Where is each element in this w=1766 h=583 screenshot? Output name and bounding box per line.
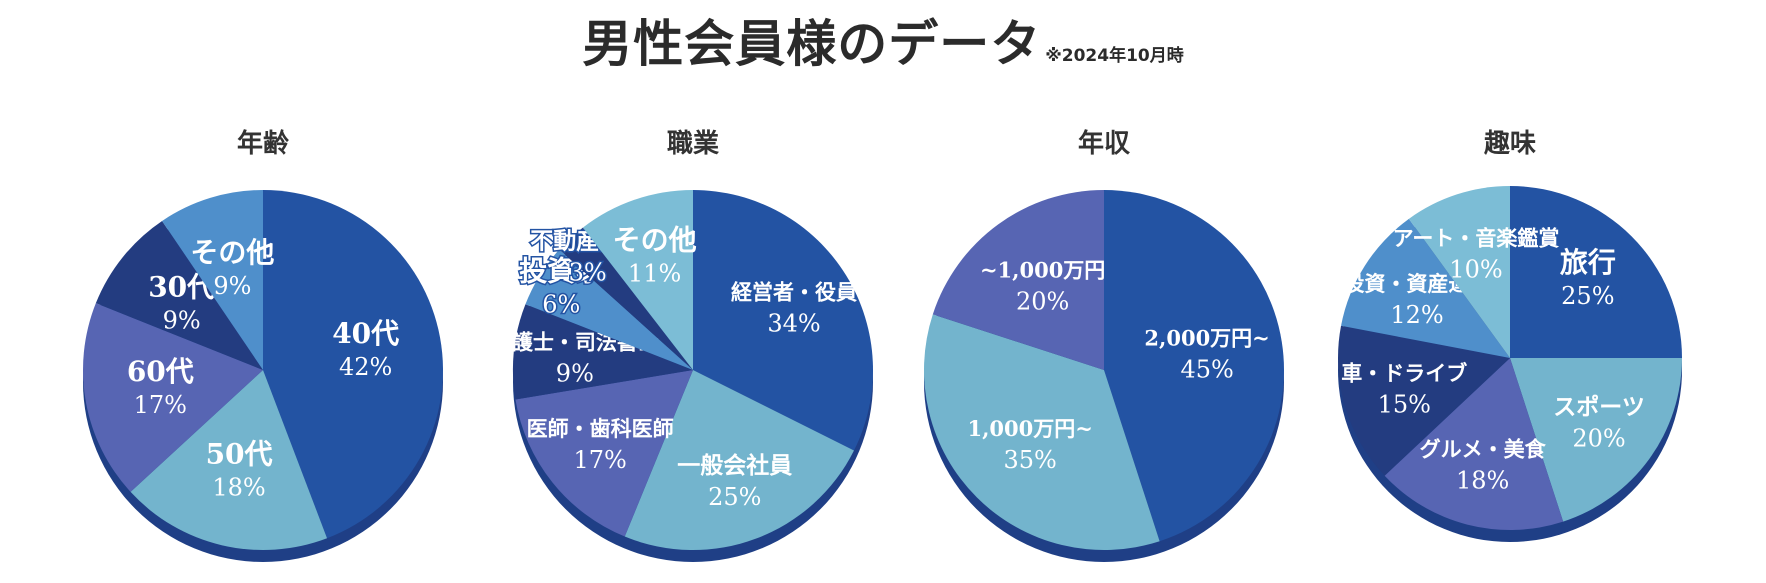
chart-title: 職業 <box>667 129 719 159</box>
page-header: 男性会員様のデータ ※2024年10月時 <box>0 4 1766 76</box>
slice-value-label: 3% <box>569 259 607 287</box>
slice-value-label: 10% <box>1449 255 1502 283</box>
page-title: 男性会員様のデータ <box>582 15 1042 73</box>
chart-title: 年齢 <box>237 128 290 159</box>
slice-value-label: 34% <box>767 310 820 338</box>
pie-slice <box>130 370 328 551</box>
pie-slice <box>263 190 444 539</box>
slice-value-label: 20% <box>1016 288 1069 316</box>
slice-label: 2,000万円~ <box>1144 326 1269 351</box>
slice-label: アート・音楽鑑賞 <box>1393 225 1560 250</box>
pie-slice <box>1510 358 1682 522</box>
slice-value-label: 6% <box>542 291 580 319</box>
pie-chart-4: 趣味旅行25%スポーツ20%グルメ・美食18%車・ドライブ15%投資・資産運用1… <box>1338 129 1682 542</box>
slice-value-label: 45% <box>1180 356 1233 384</box>
slice-value-label: 12% <box>1390 301 1443 329</box>
slice-value-label: 9% <box>556 360 594 388</box>
slice-value-label: 17% <box>573 446 626 474</box>
slice-label: その他 <box>613 224 697 257</box>
pie-slice <box>1341 218 1510 358</box>
slice-label: 医師・歯科医師 <box>527 416 674 441</box>
slice-label: スポーツ <box>1553 394 1645 421</box>
slice-label: 40代 <box>332 317 399 350</box>
slice-value-label: 9% <box>213 272 251 300</box>
pie-slice <box>582 190 693 370</box>
slice-value-label: 25% <box>1561 282 1614 310</box>
pie-slice <box>83 303 263 492</box>
slice-value-label: 18% <box>1456 467 1509 495</box>
pie-chart-2: 職業経営者・役員34%一般会社員25%医師・歯科医師17%弁護士・司法書士9%投… <box>491 129 873 562</box>
slice-label: 経営者・役員 <box>731 280 857 305</box>
slice-label: 一般会社員 <box>677 452 792 479</box>
slice-value-label: 17% <box>134 391 187 419</box>
slice-value-label: 20% <box>1572 425 1625 453</box>
pie-slice <box>1338 325 1510 476</box>
pie-slice <box>693 190 873 451</box>
slice-label: 60代 <box>127 355 194 388</box>
slice-label: 旅行 <box>1560 246 1616 279</box>
pie-slice <box>515 370 693 537</box>
pie-slice <box>162 190 263 370</box>
pie-slice <box>559 227 693 370</box>
chart-title: 年収 <box>1078 128 1131 159</box>
slice-label: 1,000万円~ <box>967 416 1092 441</box>
slice-value-label: 42% <box>339 353 392 381</box>
slice-label: 車・ドライブ <box>1341 361 1467 386</box>
pie-chart-3: 年収 2,000万円~ 45% 1,000万円~ 35% ~1,000万円 20% <box>923 128 1285 562</box>
pie-slice <box>1510 186 1682 358</box>
chart-title: 趣味 <box>1483 129 1536 159</box>
pie-slice <box>525 249 693 370</box>
pie-slice <box>1384 358 1564 530</box>
pie-slice <box>932 190 1104 370</box>
pie-slice <box>923 314 1160 551</box>
pie-slice <box>513 304 693 400</box>
date-note: ※2024年10月時 <box>1045 46 1184 66</box>
slice-label: その他 <box>190 236 274 269</box>
pie-slice <box>624 370 854 550</box>
slice-value-label: 9% <box>163 307 201 335</box>
slice-label: グルメ・美食 <box>1420 437 1547 462</box>
slice-label: 50代 <box>206 438 273 471</box>
slice-value-label: 35% <box>1004 446 1057 474</box>
slice-value-label: 11% <box>628 260 681 288</box>
slice-label: ~1,000万円 <box>980 258 1105 283</box>
pie-slice <box>1408 186 1510 358</box>
slice-value-label: 18% <box>212 474 265 502</box>
slice-value-label: 25% <box>708 483 761 511</box>
pie-slice <box>1104 190 1285 542</box>
pie-slice <box>95 220 263 370</box>
slice-value-label: 15% <box>1378 391 1431 419</box>
